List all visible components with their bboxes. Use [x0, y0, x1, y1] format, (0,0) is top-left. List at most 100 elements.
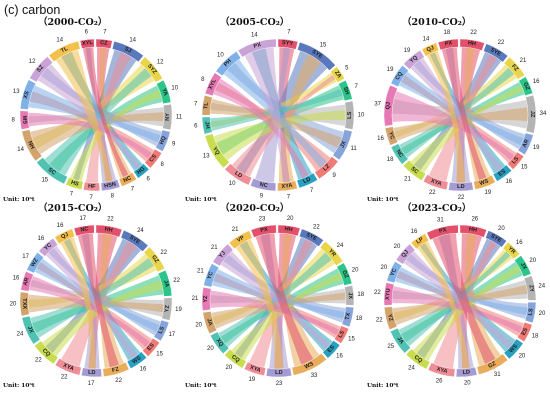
segment-name-label: LD [462, 369, 470, 376]
segment-name-label: HH [467, 40, 476, 47]
segment-value-label: 20 [464, 381, 471, 387]
ring-segment [503, 338, 524, 360]
ring-segment [156, 79, 172, 104]
segment-name-label: XYA [281, 183, 293, 190]
segment-value-label: 12 [157, 59, 164, 65]
segment-value-label: 22 [115, 378, 122, 384]
chord-ribbon [413, 60, 526, 150]
segment-value-label: 18 [356, 316, 363, 322]
chord-ribbon [28, 275, 151, 348]
segment-value-label: 8 [12, 118, 16, 124]
ring-segment [79, 38, 95, 49]
segment-value-label: 14 [129, 38, 136, 44]
ring-segment [34, 340, 59, 365]
ring-segment [403, 160, 426, 181]
segment-value-label: 20 [195, 322, 202, 328]
ring-segment [102, 361, 130, 377]
ring-segment [228, 230, 253, 250]
segment-value-label: 18 [357, 292, 364, 298]
segment-name-label: JZ [529, 111, 535, 118]
segment-value-label: 10 [229, 181, 236, 187]
chord-ribbon [85, 51, 132, 183]
segment-value-label: 7 [287, 30, 291, 36]
segment-value-label: 8 [111, 193, 115, 199]
ring-segment [250, 224, 277, 238]
ring-segment [81, 367, 102, 378]
chord-ribbon [214, 82, 331, 172]
chord-ribbon [432, 233, 496, 365]
segment-value-label: 26 [471, 216, 478, 222]
segment-value-label: 37 [374, 101, 381, 107]
segment-name-label: JA [205, 318, 213, 327]
segment-value-label: 8 [201, 77, 205, 83]
ring-segment [383, 282, 395, 306]
segment-name-label: NC [259, 182, 268, 189]
segment-value-label: 7 [89, 195, 93, 201]
segment-value-label: 7 [287, 194, 291, 200]
segment-value-label: 20 [226, 365, 233, 371]
ring-segment [390, 65, 409, 88]
segment-name-label: GZ [522, 82, 531, 92]
segment-value-label: 20 [287, 216, 294, 222]
ring-segment [224, 349, 247, 369]
ring-segment [456, 367, 478, 378]
ring-segment [384, 126, 398, 146]
segment-name-label: YZ [203, 295, 209, 303]
segment-value-label: 15 [521, 165, 528, 171]
segment-name-label: SYE [311, 49, 324, 60]
segment-name-label: SH [342, 86, 350, 95]
segment-value-label: 23 [259, 217, 266, 223]
segment-name-label: CQ [230, 354, 241, 364]
segment-value-label: 17 [79, 216, 86, 222]
segment-value-label: 13 [203, 154, 210, 160]
chord-ribbon [210, 290, 340, 336]
segment-name-label: LS [347, 111, 353, 118]
segment-value-label: 20 [10, 301, 17, 307]
chord-ribbon [231, 272, 343, 361]
segment-value-label: 19 [485, 190, 492, 196]
segment-name-label: CZ [100, 40, 109, 47]
ring-segment [139, 56, 163, 83]
ring-segment [243, 361, 266, 376]
segment-value-label: 15 [348, 337, 355, 343]
segment-value-label: 16 [533, 79, 540, 85]
ring-segment [54, 358, 82, 376]
segment-name-label: YC [387, 131, 395, 140]
segment-value-label: 9 [172, 141, 176, 147]
unit-label: Unit: 10⁶t [367, 196, 399, 203]
segment-name-label: YJ [218, 250, 227, 259]
ring-segment [386, 261, 403, 284]
segment-name-label: WS [131, 355, 142, 365]
segment-name-label: JA [395, 336, 404, 345]
segment-name-label: GZ [341, 270, 350, 280]
chord-ribbon [223, 254, 346, 323]
ring-segment [426, 224, 459, 241]
ring-segment [336, 262, 353, 286]
segment-value-label: 20 [519, 353, 526, 359]
panel-title: （2000-CO₂） [38, 16, 107, 28]
segment-name-label: YC [43, 242, 53, 252]
ring-segment [296, 172, 318, 189]
ring-segment [48, 40, 81, 62]
ring-segment [459, 224, 487, 238]
ring-segment [201, 95, 213, 116]
segment-value-label: 18 [444, 30, 451, 36]
ring-segment [21, 129, 43, 162]
segment-value-label: 18 [387, 157, 394, 163]
ring-segment [95, 224, 123, 238]
ring-segment [201, 116, 213, 135]
segment-name-label: CQ [413, 355, 424, 365]
unit-label: Unit: 10⁶t [367, 382, 399, 389]
ring-segment [523, 275, 537, 301]
ring-segment [423, 174, 449, 191]
ring-segment [322, 340, 341, 359]
ring-segment [201, 287, 212, 311]
